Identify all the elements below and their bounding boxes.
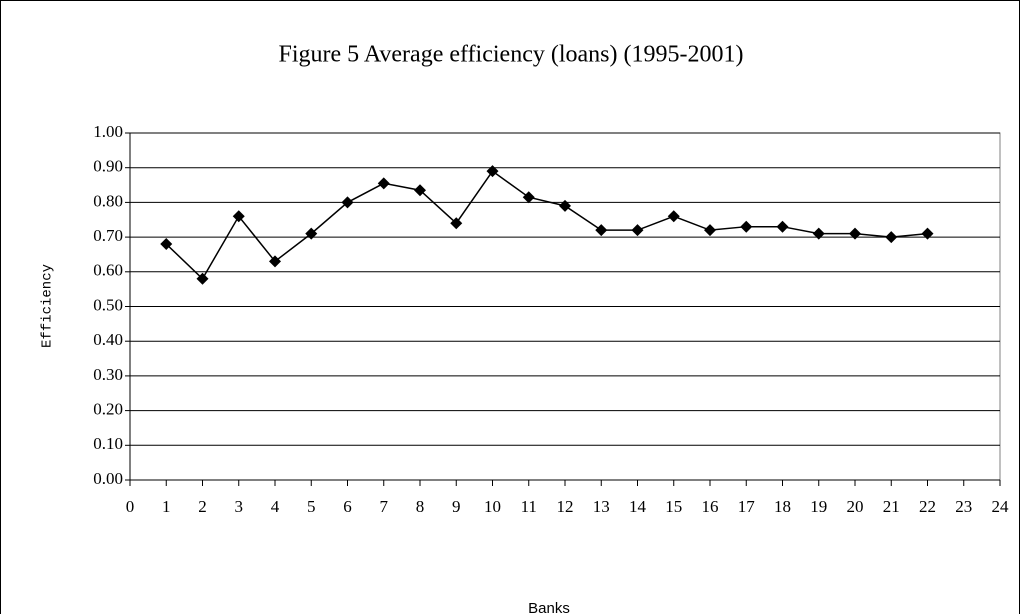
x-tick-label: 0 bbox=[126, 497, 135, 516]
x-tick-label: 12 bbox=[557, 497, 574, 516]
x-tick-label: 5 bbox=[307, 497, 316, 516]
x-tick-label: 6 bbox=[343, 497, 352, 516]
x-tick-label: 10 bbox=[484, 497, 501, 516]
x-tick-label: 23 bbox=[955, 497, 972, 516]
y-axis-label: Efficiency bbox=[40, 264, 56, 348]
x-tick-label: 16 bbox=[702, 497, 719, 516]
data-point bbox=[522, 191, 535, 204]
chart-title: Figure 5 Average efficiency (loans) (199… bbox=[279, 42, 744, 68]
x-tick-label: 11 bbox=[521, 497, 537, 516]
x-axis-label: Banks bbox=[528, 600, 570, 614]
x-tick-label: 4 bbox=[271, 497, 280, 516]
data-point bbox=[849, 227, 861, 240]
data-point bbox=[305, 227, 318, 240]
data-point bbox=[885, 231, 898, 244]
x-tick-label: 8 bbox=[416, 497, 425, 516]
y-tick-label: 0.40 bbox=[93, 330, 123, 349]
x-tick-label: 15 bbox=[665, 497, 682, 516]
data-point bbox=[595, 224, 608, 237]
x-tick-label: 17 bbox=[738, 497, 756, 516]
data-point bbox=[486, 165, 499, 178]
data-point bbox=[377, 177, 390, 190]
data-point bbox=[559, 199, 571, 212]
data-point bbox=[160, 238, 173, 251]
y-tick-label: 0.70 bbox=[93, 226, 123, 245]
data-point bbox=[232, 210, 245, 223]
data-point bbox=[196, 272, 209, 285]
x-tick-label: 24 bbox=[992, 497, 1010, 516]
x-tick-label: 22 bbox=[919, 497, 936, 516]
data-point bbox=[631, 224, 644, 237]
x-tick-label: 13 bbox=[593, 497, 610, 516]
x-tick-label: 14 bbox=[629, 497, 647, 516]
data-point bbox=[667, 210, 680, 223]
y-tick-label: 1.00 bbox=[93, 122, 123, 141]
x-tick-label: 7 bbox=[380, 497, 389, 516]
data-line bbox=[165, 170, 928, 280]
data-point bbox=[812, 227, 825, 240]
x-tick-label: 2 bbox=[198, 497, 207, 516]
x-tick-label: 9 bbox=[452, 497, 461, 516]
y-tick-label: 0.30 bbox=[93, 365, 123, 384]
y-tick-label: 0.80 bbox=[93, 191, 123, 210]
data-point bbox=[740, 220, 753, 233]
x-tick-label: 1 bbox=[162, 497, 171, 516]
x-tick-label: 19 bbox=[810, 497, 827, 516]
y-tick-label: 0.60 bbox=[93, 261, 123, 280]
y-tick-label: 0.10 bbox=[93, 434, 123, 453]
y-tick-label: 0.00 bbox=[93, 469, 123, 488]
data-point bbox=[921, 227, 934, 240]
x-tick-label: 21 bbox=[883, 497, 900, 516]
data-point bbox=[704, 224, 716, 237]
y-tick-label: 0.50 bbox=[93, 295, 123, 314]
data-point bbox=[776, 220, 789, 233]
data-point bbox=[269, 255, 281, 268]
y-tick-label: 0.20 bbox=[93, 400, 123, 419]
data-point bbox=[450, 217, 463, 230]
data-point bbox=[414, 184, 426, 197]
data-point bbox=[341, 196, 354, 209]
x-tick-label: 20 bbox=[847, 497, 864, 516]
y-tick-label: 0.90 bbox=[93, 157, 123, 176]
x-tick-label: 18 bbox=[774, 497, 791, 516]
x-tick-label: 3 bbox=[235, 497, 244, 516]
